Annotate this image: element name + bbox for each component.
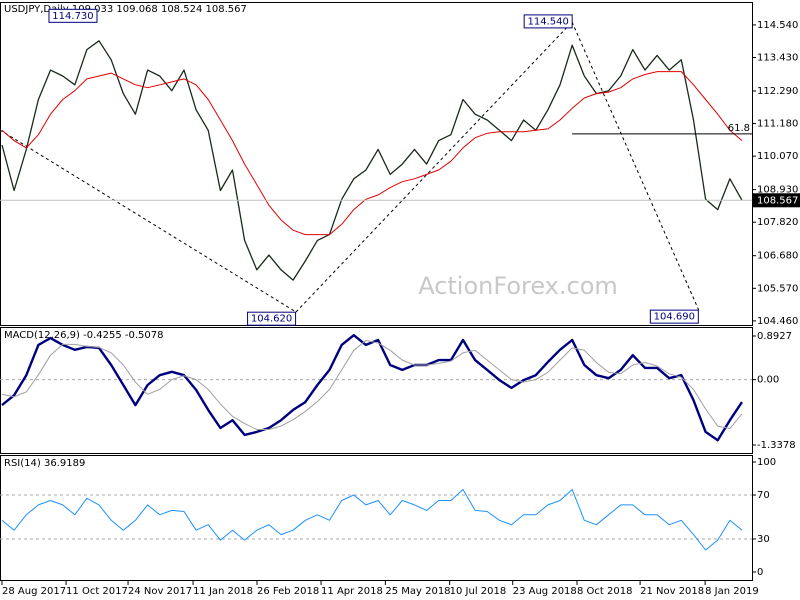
y-tick-label: 110.070 (757, 151, 798, 162)
y-tick-label: 70 (757, 490, 770, 501)
y-tick-label: 113.430 (757, 52, 798, 63)
x-tick-label: 24 Nov 2017 (128, 586, 192, 597)
x-tick-label: 11 Jan 2018 (193, 586, 253, 597)
x-tick-label: 28 Aug 2017 (2, 586, 66, 597)
series-line (1, 340, 743, 430)
watermark: ActionForex.com (418, 272, 618, 300)
y-tick-label: 100 (757, 457, 776, 468)
annotation-box (649, 309, 699, 324)
x-tick-label: 11 Oct 2017 (66, 586, 128, 597)
series-line (1, 40, 743, 281)
y-tick-label: 0 (757, 567, 763, 578)
annotation-box (523, 14, 573, 29)
macd-title: MACD(12,26,9) -0.4255 -0.5078 (4, 330, 164, 341)
macd-panel (0, 327, 753, 454)
annotation-box (48, 8, 98, 23)
annotation-box (247, 311, 297, 326)
annotation-label: 104.620 (251, 314, 292, 325)
y-tick-label: 105.570 (757, 283, 798, 294)
y-tick-label: 106.680 (757, 251, 798, 262)
trend-line (295, 21, 573, 313)
rsi-title: RSI(14) 36.9189 (4, 458, 85, 469)
x-tick-label: 23 Aug 2018 (513, 586, 577, 597)
rsi-panel (0, 455, 753, 581)
trend-line (571, 21, 701, 314)
series-line (1, 489, 743, 551)
annotation-label: 114.730 (52, 11, 93, 22)
series-line (1, 71, 743, 236)
current-price-label: 108.567 (757, 195, 798, 206)
y-tick-label: -1.3378 (757, 440, 796, 451)
annotation-label: 104.690 (654, 312, 695, 323)
chart-title: USDJPY,Daily 109.033 109.068 108.524 108… (4, 4, 247, 15)
x-tick-label: 10 Jul 2018 (450, 586, 507, 597)
x-tick-label: 26 Feb 2018 (257, 586, 319, 597)
y-tick-label: 108.930 (757, 185, 798, 196)
series-line (1, 334, 743, 442)
y-tick-label: 114.540 (757, 20, 798, 31)
x-tick-label: 8 Oct 2018 (577, 586, 632, 597)
annotation-label: 114.540 (527, 16, 568, 27)
y-tick-label: 111.180 (757, 119, 798, 130)
y-tick-label: 30 (757, 534, 770, 545)
y-tick-label: 0.00 (757, 375, 779, 386)
y-tick-label: 104.460 (757, 316, 798, 327)
y-tick-label: 0.8927 (757, 331, 792, 342)
trend-line (0, 129, 297, 313)
x-tick-label: 11 Apr 2018 (321, 586, 383, 597)
fib-label: 61.8 (728, 123, 750, 134)
x-tick-label: 8 Jan 2019 (705, 586, 759, 597)
x-tick-label: 25 May 2018 (385, 586, 450, 597)
y-tick-label: 107.820 (757, 217, 798, 228)
current-price-box (752, 193, 800, 208)
price-panel (0, 2, 753, 326)
y-tick-label: 112.290 (757, 86, 798, 97)
x-tick-label: 21 Nov 2018 (640, 586, 704, 597)
